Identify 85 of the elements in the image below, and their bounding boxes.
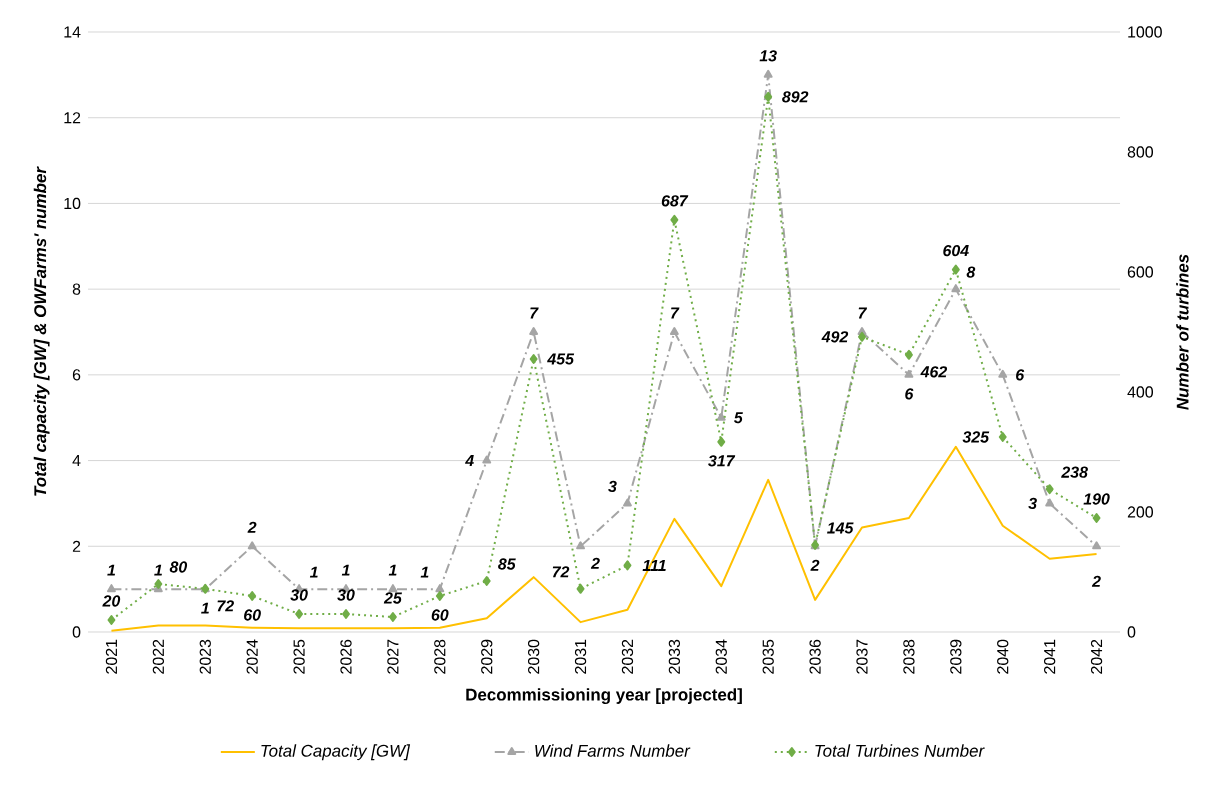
data-label: 6 [1016, 369, 1025, 381]
data-label: 30 [337, 589, 355, 601]
data-label: 238 [1061, 466, 1088, 478]
x-tick-label: 2035 [762, 639, 774, 674]
data-label: 72 [552, 566, 570, 578]
x-tick-label: 2042 [1090, 639, 1103, 674]
data-label: 604 [943, 244, 969, 257]
data-label: 190 [1083, 493, 1110, 505]
y2-tick-label: 200 [1127, 506, 1154, 518]
data-label: 1 [420, 566, 429, 578]
data-label: 20 [102, 595, 121, 607]
data-label: 1 [341, 564, 350, 576]
data-label: 1 [309, 566, 318, 578]
data-label: 2 [810, 559, 820, 571]
x-tick-label: 2039 [950, 639, 962, 674]
y-tick-label: 12 [64, 112, 81, 124]
x-tick-label: 2030 [528, 639, 540, 674]
data-label: 5 [734, 412, 743, 424]
y2-tick-label: 0 [1127, 626, 1136, 638]
x-tick-label: 2040 [997, 639, 1009, 674]
x-tick-label: 2023 [199, 639, 211, 674]
data-label: 7 [671, 307, 680, 319]
data-label: 1 [107, 564, 116, 576]
y2-tick-label: 1000 [1128, 26, 1162, 38]
data-label: 455 [547, 353, 575, 365]
data-label: 687 [661, 195, 689, 207]
data-label: 2 [247, 521, 257, 533]
x-tick-label: 2029 [481, 639, 493, 674]
x-tick-label: 2038 [903, 639, 915, 674]
legend-label: Total Capacity [GW] [261, 744, 411, 761]
data-label: 3 [1028, 497, 1037, 510]
y-tick-label: 2 [72, 540, 81, 552]
y2-tick-label: 600 [1127, 266, 1154, 278]
x-tick-label: 2026 [340, 639, 352, 674]
y-tick-label: 6 [72, 369, 81, 381]
legend-label: Total Turbines Number [815, 744, 985, 757]
y-axis-title: Total capacity [GW] & OWFarms' number [33, 166, 50, 496]
data-label: 6 [905, 388, 914, 400]
data-label: 7 [530, 307, 539, 319]
data-label: 60 [431, 609, 449, 621]
y2-tick-label: 400 [1127, 386, 1154, 398]
data-label: 72 [217, 600, 234, 612]
x-axis-title: Decommissioning year [projected] [466, 688, 742, 705]
x-tick-label: 2032 [621, 639, 634, 674]
x-tick-label: 2022 [152, 639, 165, 674]
data-label: 317 [708, 455, 736, 467]
y-tick-label: 0 [72, 626, 81, 638]
data-label: 1 [154, 564, 162, 576]
data-label: 1 [388, 564, 397, 576]
data-label: 60 [244, 609, 261, 621]
x-tick-label: 2028 [434, 639, 446, 674]
legend-label: Wind Farms Number [535, 744, 691, 757]
data-label: 4 [465, 455, 474, 467]
x-tick-label: 2033 [668, 639, 681, 674]
y-tick-label: 4 [72, 455, 81, 467]
data-label: 892 [782, 91, 809, 103]
data-label: 85 [498, 558, 516, 570]
x-tick-label: 2027 [387, 639, 399, 674]
x-tick-label: 2031 [574, 639, 587, 674]
x-tick-label: 2025 [293, 639, 305, 674]
data-label: 2 [1091, 575, 1101, 587]
x-tick-label: 2024 [246, 639, 258, 674]
y2-tick-label: 800 [1127, 146, 1154, 158]
data-label: 8 [966, 266, 976, 278]
x-tick-label: 2037 [856, 639, 868, 674]
x-tick-label: 2036 [809, 639, 821, 674]
data-label: 25 [383, 592, 402, 604]
data-label: 325 [962, 431, 990, 443]
y-tick-label: 10 [64, 197, 81, 210]
y-tick-label: 8 [72, 283, 81, 295]
data-label: 462 [920, 366, 948, 378]
data-label: 2 [590, 557, 600, 569]
data-label: 492 [821, 331, 849, 343]
x-tick-label: 2021 [105, 639, 118, 674]
x-tick-label: 2041 [1044, 639, 1056, 674]
data-label: 1 [201, 602, 209, 614]
y2-axis-title: Number of turbines [1176, 254, 1189, 410]
data-label: 80 [169, 561, 188, 573]
x-tick-label: 2034 [715, 639, 727, 674]
data-label: 13 [759, 50, 777, 62]
data-label: 3 [608, 480, 617, 493]
data-label: 30 [290, 589, 308, 601]
data-label: 7 [858, 307, 868, 319]
data-label: 145 [827, 522, 854, 534]
y-tick-label: 14 [64, 26, 81, 38]
